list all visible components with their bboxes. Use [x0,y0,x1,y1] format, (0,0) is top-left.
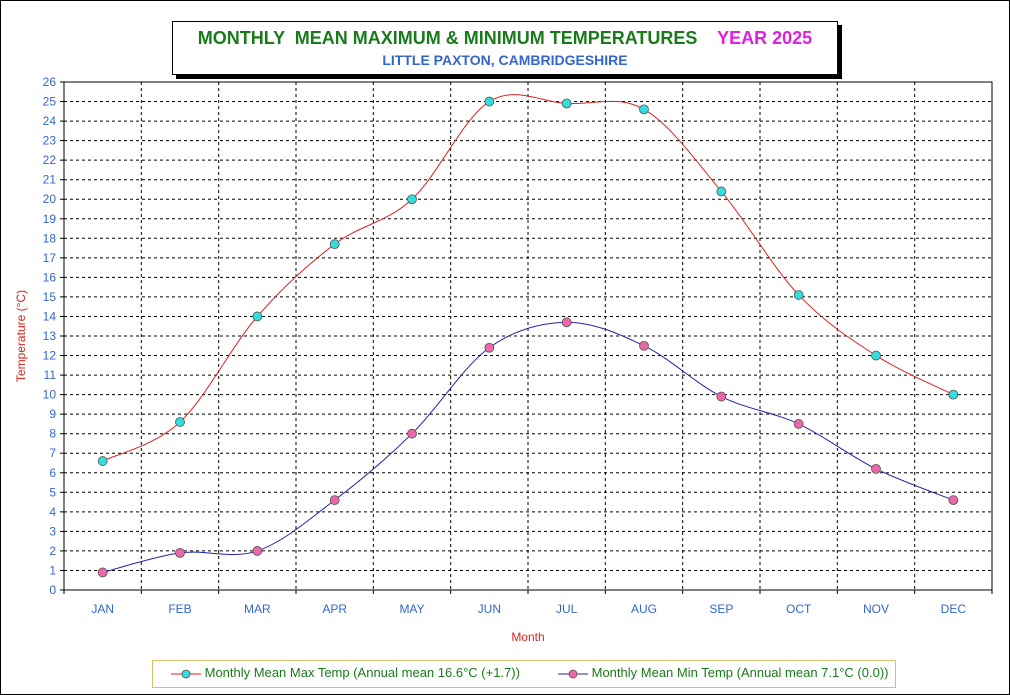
y-tick-label: 16 [43,270,57,284]
data-point [793,290,804,300]
data-point [716,186,727,197]
data-point [871,350,881,361]
x-tick-label: SEP [709,602,733,616]
x-tick-label: APR [322,602,347,616]
x-tick-label: MAR [244,602,271,616]
y-tick-label: 6 [49,466,56,480]
legend-label-min: Monthly Mean Min Temp (Annual mean 7.1°C… [591,665,889,680]
chart-subtitle: LITTLE PAXTON, CAMBRIDGESHIRE [382,52,628,68]
y-tick-label: 12 [43,349,57,363]
y-tick-label: 0 [49,583,56,597]
y-tick-label: 1 [49,563,56,577]
legend-item-max: Monthly Mean Max Temp (Annual mean 16.6°… [171,665,520,680]
data-point [561,317,572,328]
data-point [948,495,959,506]
series-min [97,317,959,578]
x-tick-label: NOV [863,602,889,616]
x-tick-label: DEC [941,602,967,616]
y-tick-label: 3 [49,524,56,538]
y-tick-label: 23 [43,134,57,148]
y-axis-label: Temperature (°C) [14,290,28,382]
y-tick-label: 15 [43,290,57,304]
x-tick-label: AUG [631,602,657,616]
data-point [716,391,727,402]
data-point [252,311,263,322]
data-point [407,194,417,205]
x-tick-label: JUN [478,602,501,616]
data-point [175,547,185,558]
y-tick-label: 22 [43,153,57,167]
chart-title-year: YEAR 2025 [717,28,813,48]
data-point [793,419,804,429]
data-point [639,104,649,115]
data-point [484,342,495,353]
legend-item-min: Monthly Mean Min Temp (Annual mean 7.1°C… [558,665,889,680]
y-tick-label: 17 [43,251,57,265]
y-tick-label: 14 [43,309,57,323]
data-point [561,98,572,109]
data-point [175,417,185,427]
y-tick-label: 9 [49,407,56,421]
chart-title-box: MONTHLY MEAN MAXIMUM & MINIMUM TEMPERATU… [172,21,838,75]
y-tick-label: 8 [49,427,56,441]
series-group [97,94,959,578]
data-point [329,239,340,250]
y-tick-label: 13 [43,329,57,343]
chart-title: MONTHLY MEAN MAXIMUM & MINIMUM TEMPERATU… [197,28,698,48]
y-tick-label: 25 [43,95,57,109]
y-tick-label: 2 [49,544,56,558]
chart-title-line: MONTHLY MEAN MAXIMUM & MINIMUM TEMPERATU… [173,28,837,49]
data-point [948,389,959,400]
data-point [97,567,108,578]
x-tick-label: FEB [168,602,191,616]
x-axis-label: Month [511,630,544,644]
data-point [329,495,340,506]
y-tick-label: 20 [43,192,57,206]
y-tick-label: 19 [43,212,57,226]
y-tick-label: 10 [43,388,57,402]
y-tick-label: 21 [43,173,57,187]
data-point [252,546,263,556]
y-tick-label: 7 [49,446,56,460]
y-tick-label: 11 [44,368,57,382]
data-point [97,456,108,466]
x-tick-label: MAY [399,602,424,616]
data-point [484,96,495,107]
y-tick-label: 24 [43,114,57,128]
data-point [639,340,649,351]
legend: Monthly Mean Max Temp (Annual mean 16.6°… [152,660,896,688]
x-tick-label: JAN [91,602,114,616]
y-tick-label: 18 [43,231,57,245]
y-axis-ticks: 0123456789101112131415161718192021222324… [43,75,64,597]
series-max [97,94,959,466]
legend-marker-min-icon [558,669,588,678]
y-tick-label: 5 [49,485,56,499]
y-tick-label: 4 [49,505,56,519]
x-axis-ticks: JAN FEB MAR APR MAY JUN JUL AUG SEP OCT NOV DEC [63,590,993,616]
grid-lines [64,82,992,590]
data-point [407,428,417,439]
legend-marker-max-icon [171,669,201,678]
y-tick-label: 26 [43,75,57,89]
data-point [871,463,881,474]
plot-area: 0123456789101112131415161718192021222324… [14,75,993,644]
legend-label-max: Monthly Mean Max Temp (Annual mean 16.6°… [204,665,520,680]
x-tick-label: OCT [786,602,812,616]
x-tick-label: JUL [556,602,578,616]
